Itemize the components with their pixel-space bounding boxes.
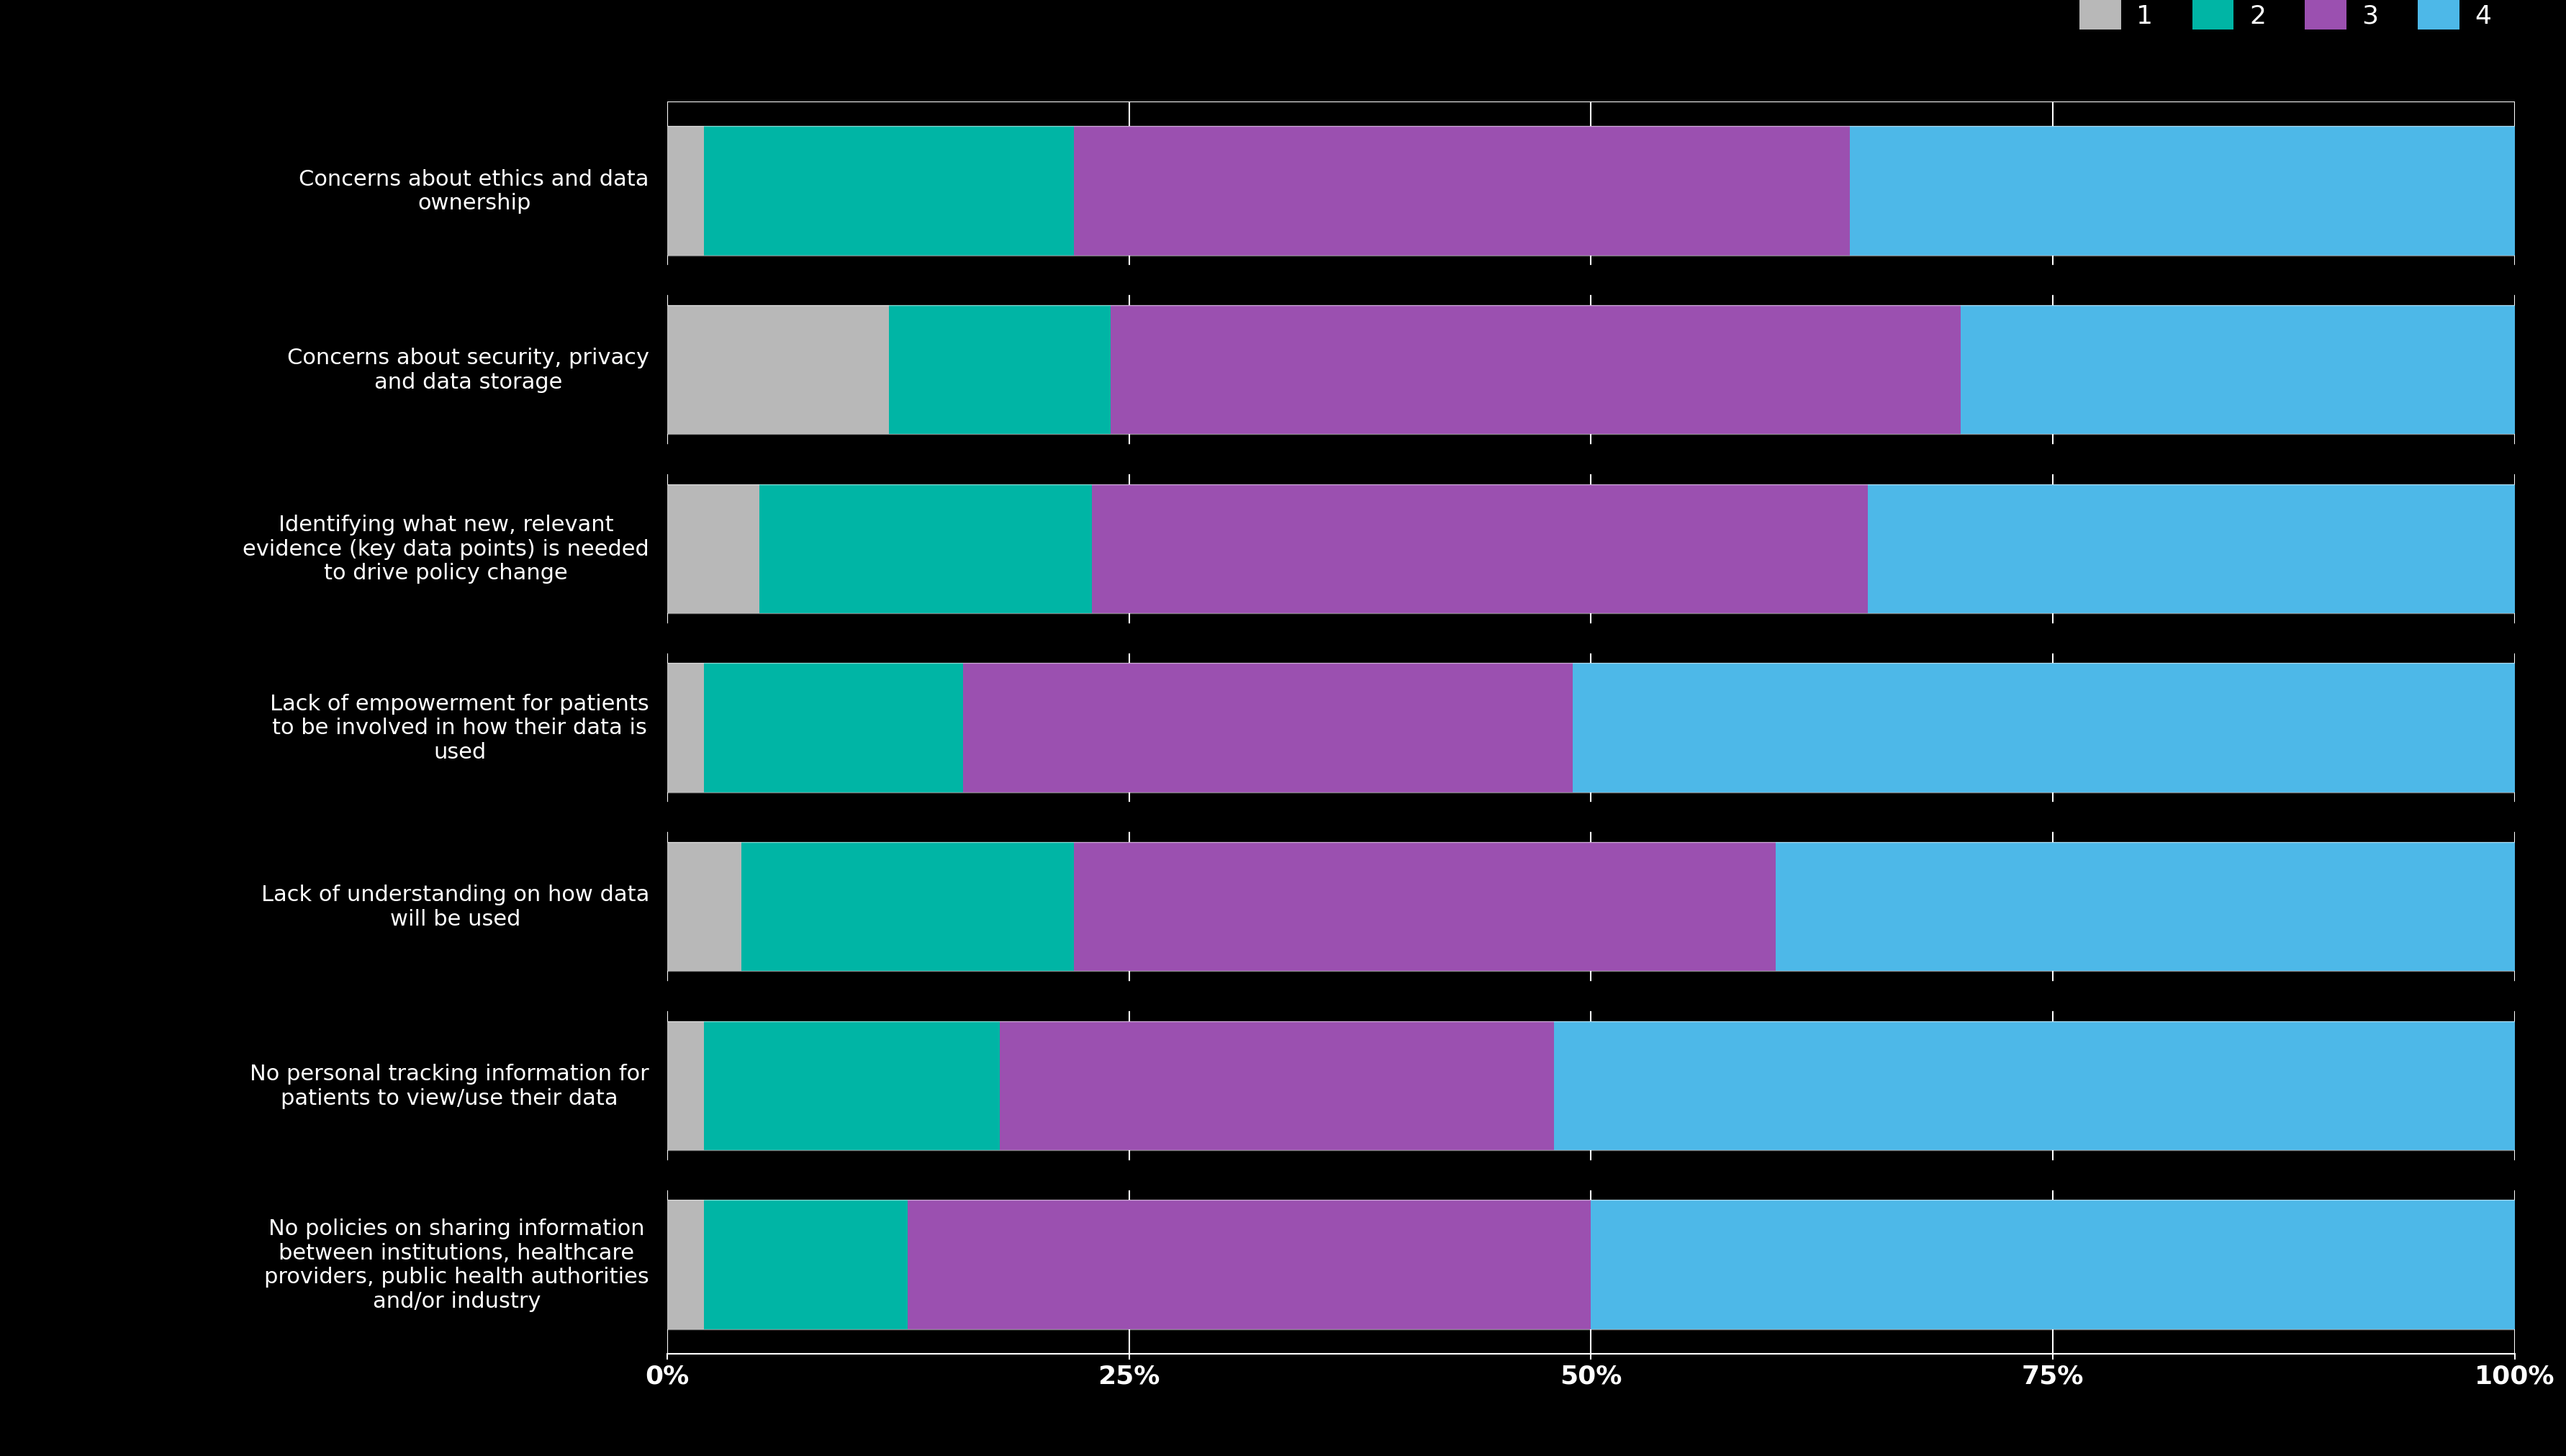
- Bar: [1868, 485, 2515, 613]
- Bar: [742, 843, 1073, 971]
- Bar: [1073, 127, 1850, 256]
- Bar: [703, 127, 1073, 256]
- Bar: [703, 1021, 1001, 1150]
- Bar: [703, 664, 962, 792]
- Bar: [1001, 1021, 1555, 1150]
- Bar: [908, 1200, 1591, 1329]
- Bar: [667, 485, 760, 613]
- Bar: [1776, 843, 2515, 971]
- Bar: [1555, 1021, 2515, 1150]
- Bar: [1093, 485, 1868, 613]
- Bar: [667, 664, 703, 792]
- Bar: [962, 664, 1573, 792]
- Bar: [1850, 127, 2515, 256]
- Bar: [888, 306, 1111, 435]
- Bar: [667, 127, 703, 256]
- Legend: 1, 2, 3, 4: 1, 2, 3, 4: [2068, 0, 2502, 41]
- Bar: [667, 1200, 703, 1329]
- Bar: [703, 1200, 908, 1329]
- Bar: [1111, 306, 1960, 435]
- Bar: [667, 306, 888, 435]
- Bar: [1573, 664, 2515, 792]
- Bar: [667, 1021, 703, 1150]
- Bar: [667, 843, 742, 971]
- Bar: [1960, 306, 2515, 435]
- Bar: [760, 485, 1093, 613]
- Bar: [1591, 1200, 2515, 1329]
- Bar: [1073, 843, 1776, 971]
